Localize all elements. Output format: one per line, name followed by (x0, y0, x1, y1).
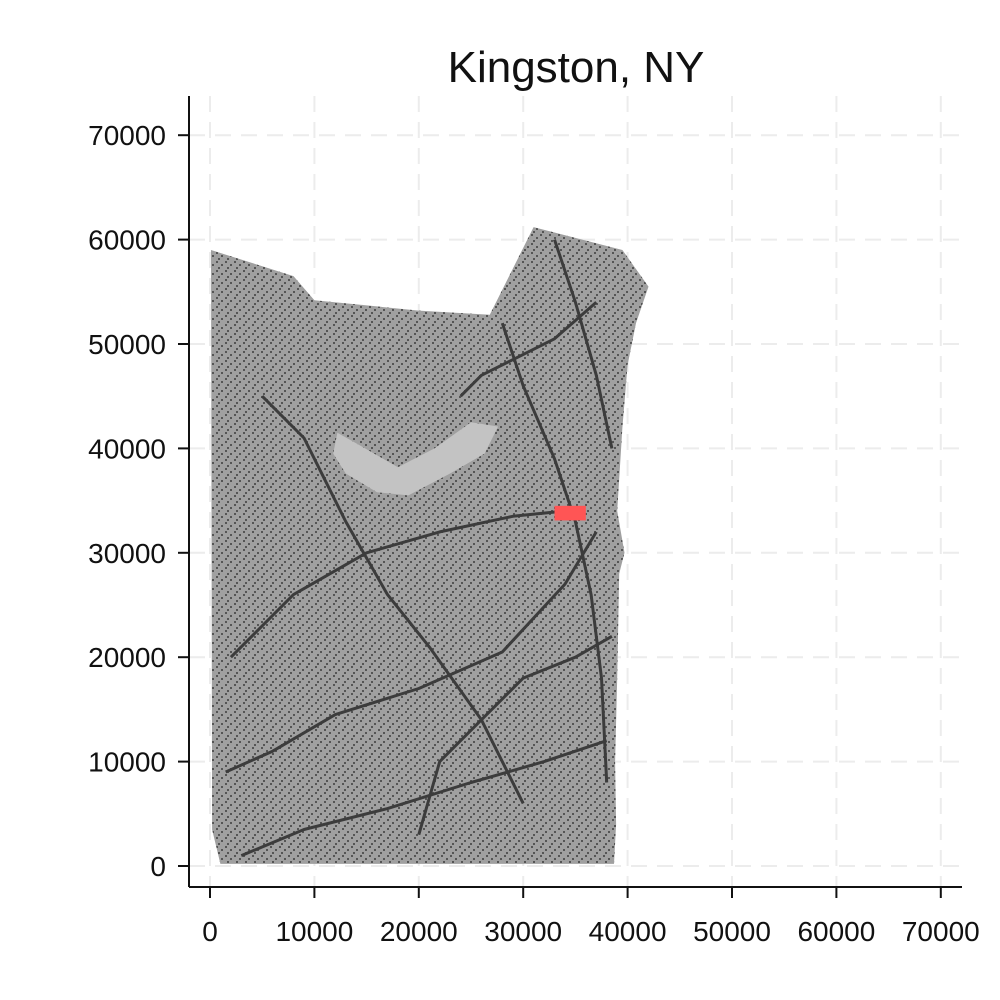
chart-title: Kingston, NY (448, 43, 705, 92)
x-tick-label-50000: 50000 (693, 916, 771, 947)
y-tick-label-30000: 30000 (88, 538, 166, 569)
road-7 (553, 239, 614, 449)
y-axis-ticks: 0 10000 20000 30000 40000 50000 60000 70000 (88, 120, 189, 882)
road-1 (225, 531, 598, 774)
developed-land-texture (211, 227, 649, 864)
y-tick-label-0: 0 (150, 851, 166, 882)
road-4 (229, 509, 566, 659)
x-tick-label-60000: 60000 (797, 916, 875, 947)
y-tick-label-20000: 20000 (88, 642, 166, 673)
x-tick-label-40000: 40000 (589, 916, 667, 947)
road-network (225, 239, 614, 857)
x-tick-label-10000: 10000 (275, 916, 353, 947)
road-8 (417, 634, 613, 836)
y-tick-label-40000: 40000 (88, 433, 166, 464)
y-tick-label-50000: 50000 (88, 329, 166, 360)
x-tick-label-70000: 70000 (902, 916, 980, 947)
x-tick-label-30000: 30000 (484, 916, 562, 947)
x-tick-label-20000: 20000 (380, 916, 458, 947)
x-tick-label-0: 0 (202, 916, 218, 947)
road-3 (500, 322, 609, 783)
y-tick-label-10000: 10000 (88, 747, 166, 778)
y-tick-label-60000: 60000 (88, 225, 166, 256)
road-5 (459, 301, 598, 398)
reservoir-area (333, 422, 499, 496)
kingston-city-marker (554, 505, 586, 521)
y-tick-label-70000: 70000 (88, 120, 166, 151)
x-axis-ticks: 0 10000 20000 30000 40000 50000 60000 70000 (202, 887, 980, 947)
map-raster (211, 227, 649, 864)
